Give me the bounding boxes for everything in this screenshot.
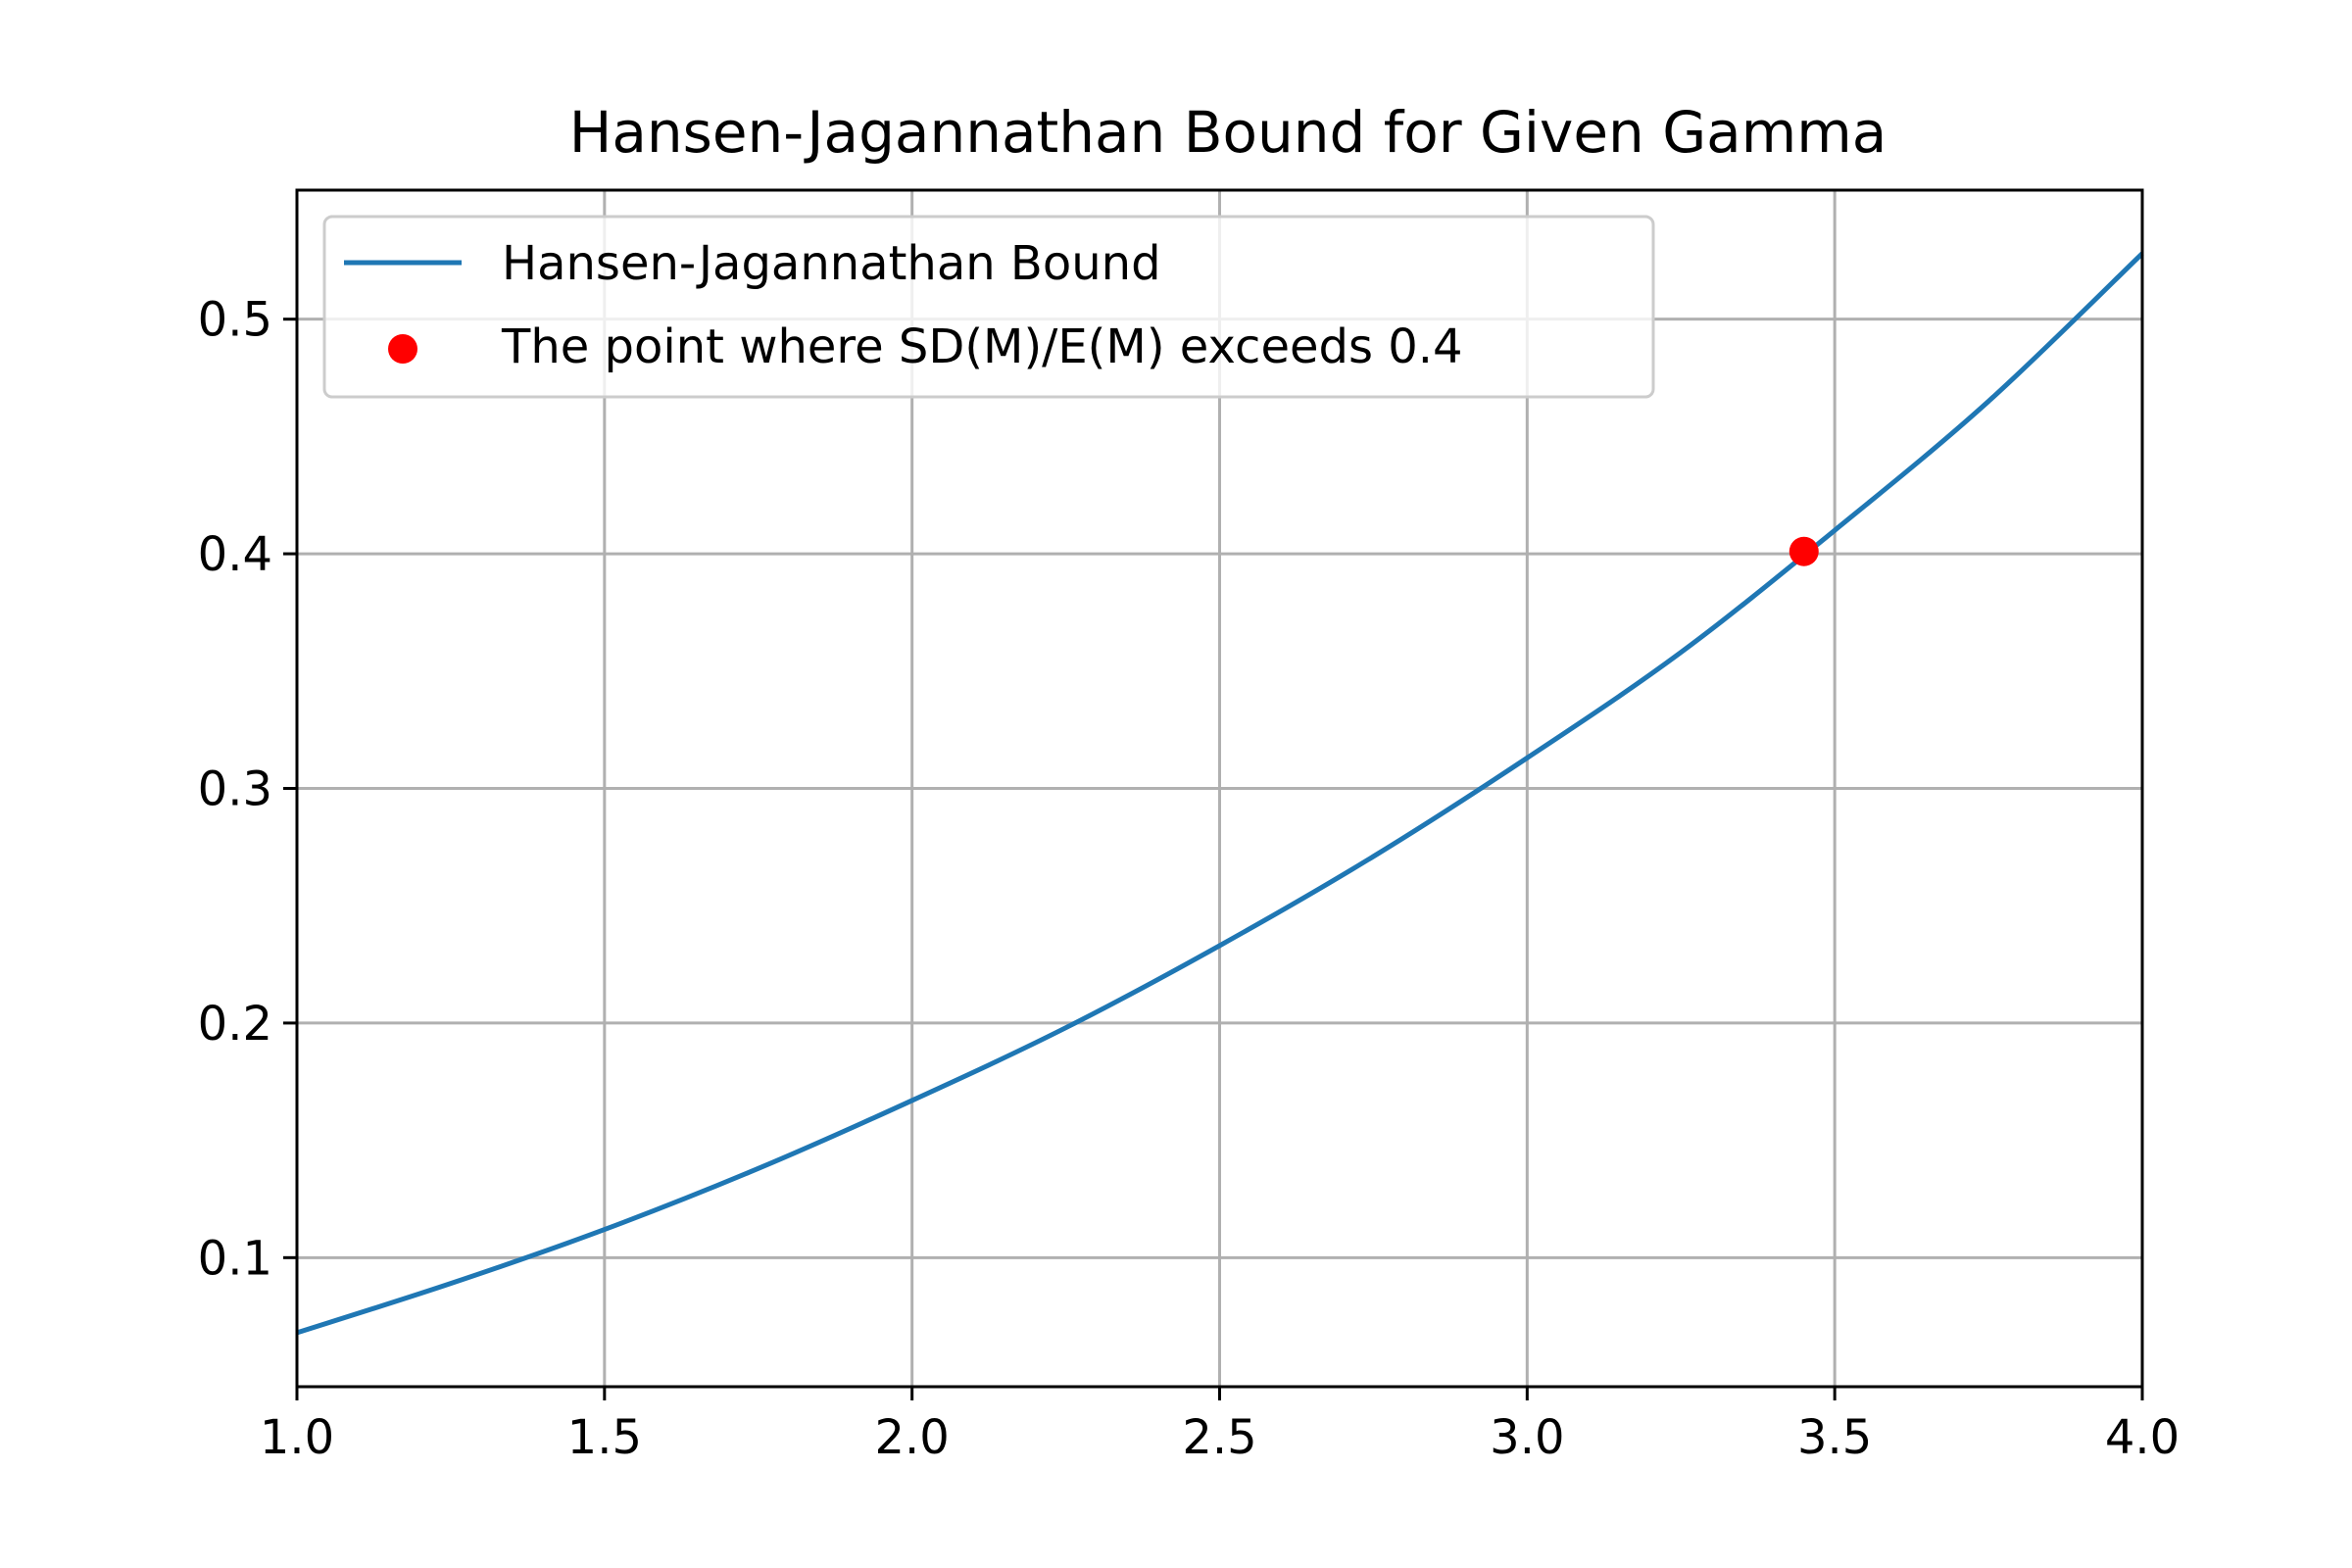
x-tick-label: 1.0 bbox=[260, 1410, 334, 1465]
x-tick-label: 3.5 bbox=[1797, 1410, 1872, 1465]
exceed-point-marker bbox=[1788, 536, 1819, 566]
legend-label-point: The point where SD(M)/E(M) exceeds 0.4 bbox=[501, 319, 1463, 374]
y-tick-label: 0.2 bbox=[198, 997, 272, 1052]
plot-area bbox=[296, 251, 2144, 1336]
y-tick-label: 0.5 bbox=[198, 293, 272, 348]
y-tick-label: 0.1 bbox=[198, 1231, 272, 1286]
legend-box bbox=[322, 215, 1655, 399]
x-tick-label: 1.5 bbox=[567, 1410, 642, 1465]
x-tick-label: 3.0 bbox=[1490, 1410, 1564, 1465]
chart-title: Hansen-Jagannathan Bound for Given Gamma bbox=[569, 99, 1887, 166]
y-tick-label: 0.4 bbox=[198, 527, 272, 582]
x-tick-label: 2.5 bbox=[1182, 1410, 1256, 1465]
x-tick-label: 4.0 bbox=[2105, 1410, 2180, 1465]
y-tick-label: 0.3 bbox=[198, 762, 272, 817]
axis-ticks: 1.0 1.5 2.0 2.5 3.0 3.5 4.0 0.1 0.2 0.3 0.4 0.5 bbox=[198, 293, 2180, 1465]
legend-label-line: Hansen-Jagannathan Bound bbox=[502, 236, 1161, 291]
hj-bound-series-line bbox=[296, 251, 2144, 1336]
x-tick-label: 2.0 bbox=[874, 1410, 949, 1465]
legend: Hansen-Jagannathan Bound The point where… bbox=[322, 215, 1655, 399]
legend-swatch-point bbox=[388, 334, 417, 364]
